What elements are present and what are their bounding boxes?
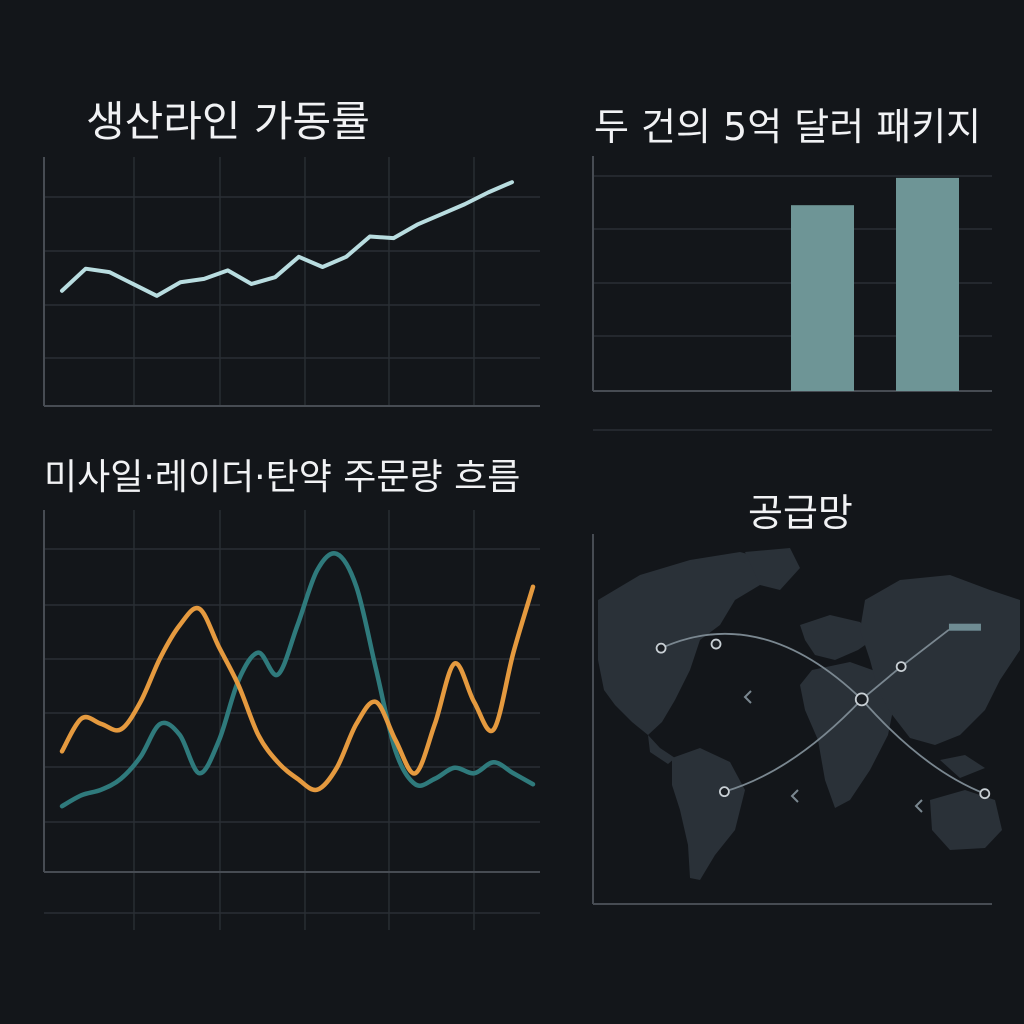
world-map-landmass (598, 548, 1020, 880)
utilization-series-line (60, 180, 514, 298)
chart-title-utilization: 생산라인 가동률 (86, 97, 370, 146)
supply-node-1 (655, 642, 667, 654)
supply-node-2 (710, 638, 722, 650)
supply-node-6 (718, 786, 730, 798)
order-flow-series-2 (59, 584, 536, 793)
supply-node-4 (895, 661, 907, 672)
route-arrow-2 (790, 789, 799, 803)
chart-title-packages: 두 건의 5억 달러 패키지 (594, 105, 982, 149)
supply-node-5 (979, 788, 991, 800)
route-south-america-to-hub (724, 698, 863, 793)
route-hub-to-australia (861, 698, 986, 795)
utilization-grid (44, 157, 540, 406)
package-bar-1 (791, 205, 854, 391)
supply-node-3 (854, 692, 869, 707)
order-flow-series-1 (59, 551, 536, 809)
chart-title-order-flow: 미사일·레이더·탄약 주문량 흐름 (44, 457, 521, 498)
route-arrow-1 (743, 690, 752, 704)
route-west-coast-to-hub (660, 632, 863, 701)
package-bar-2 (896, 177, 959, 391)
route-arrow-3 (914, 799, 923, 813)
map-title-supply-chain: 공급망 (748, 491, 853, 535)
destination-flag-marker (948, 623, 981, 631)
